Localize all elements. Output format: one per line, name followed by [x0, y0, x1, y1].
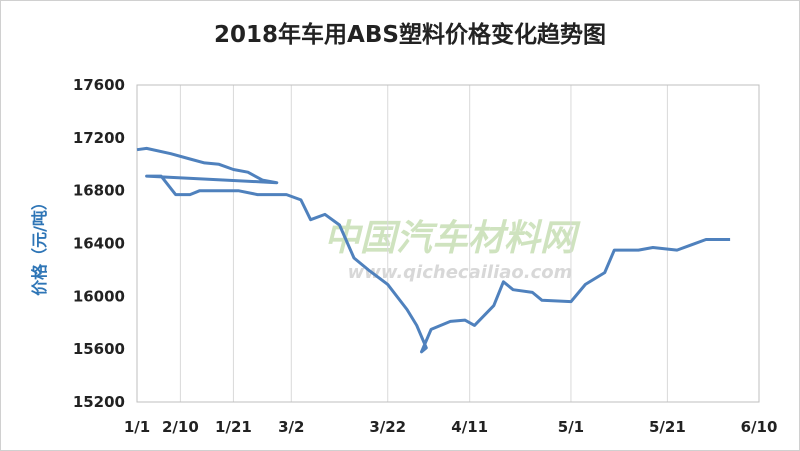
y-axis-title: 价格（元/吨）	[30, 194, 49, 296]
y-tick-label: 16400	[73, 235, 125, 253]
x-tick-label: 5/21	[649, 418, 686, 436]
x-tick-label: 5/1	[558, 418, 584, 436]
x-tick-label: 6/10	[741, 418, 778, 436]
x-tick-label: 2/10	[162, 418, 199, 436]
y-tick-label: 15200	[73, 393, 125, 411]
watermark: www.qichecailiao.com	[348, 262, 573, 283]
y-tick-label: 17600	[73, 76, 125, 94]
x-tick-label: 3/22	[369, 418, 406, 436]
data-line	[136, 146, 731, 354]
y-tick-label: 17200	[73, 129, 125, 147]
x-tick-label: 1/1	[124, 418, 150, 436]
y-tick-label: 15600	[73, 340, 125, 358]
x-tick-label: 3/2	[278, 418, 304, 436]
x-tick-label: 1/21	[215, 418, 252, 436]
chart-title: 2018年车用ABS塑料价格变化趋势图	[214, 21, 606, 48]
plot-border	[136, 84, 760, 403]
watermark: 中国汽车材料网	[324, 218, 581, 259]
y-tick-label: 16800	[73, 182, 125, 200]
y-tick-label: 16000	[73, 287, 125, 305]
x-tick-label: 4/11	[451, 418, 488, 436]
